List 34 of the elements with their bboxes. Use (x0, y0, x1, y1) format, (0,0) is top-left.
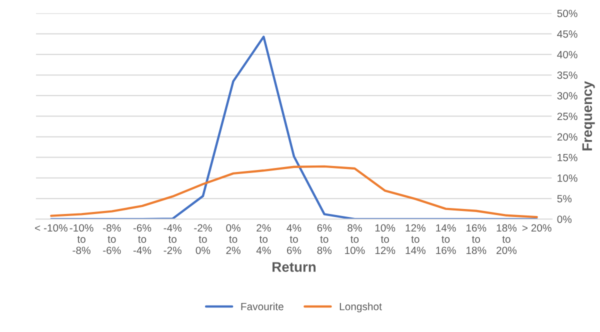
x-tick-label: 16% to 18% (466, 224, 486, 254)
x-tick-label: 10% to 12% (375, 224, 396, 254)
x-tick-label: 14% to 16% (436, 224, 456, 254)
x-tick-label: -10% to -8% (70, 224, 94, 254)
x-tick-label: 12% to 14% (406, 224, 426, 254)
y-tick-label: 5% (557, 195, 572, 202)
legend-label: Longshot (340, 302, 382, 312)
x-tick-label: -4% to -2% (164, 224, 182, 254)
x-tick-label: 8% to 10% (345, 224, 365, 254)
y-tick-label: 40% (557, 50, 578, 58)
y-tick-label: 30% (557, 92, 578, 100)
y-tick-label: 25% (557, 112, 578, 120)
x-tick-label: 4% to 6% (286, 224, 302, 254)
y-tick-label: 0% (557, 216, 572, 223)
x-tick-label: -6% to -4% (133, 224, 152, 254)
x-tick-label: 6% to 8% (317, 224, 332, 254)
x-axis-title: Return (272, 262, 316, 272)
x-tick-label: < -10% (35, 224, 68, 232)
y-tick-label: 35% (557, 72, 578, 79)
legend-label: Favourite (241, 302, 284, 310)
y-axis-title: Frequency (582, 81, 595, 150)
x-tick-label: 0% to 2% (226, 224, 240, 254)
y-tick-label: 50% (557, 10, 578, 18)
y-tick-label: 15% (558, 154, 578, 162)
y-tick-label: 45% (557, 30, 578, 38)
y-tick-label: 10% (558, 174, 578, 182)
y-tick-label: 20% (557, 133, 578, 141)
x-tick-label: 2% to 4% (256, 224, 271, 254)
line-series (50, 36, 538, 220)
x-tick-label: > 20% (522, 224, 552, 232)
x-tick-label: 18% to 20% (496, 224, 517, 254)
x-tick-label: -8% to -6% (103, 224, 121, 254)
x-tick-label: -2% to 0% (194, 224, 212, 254)
line-series (50, 165, 538, 218)
